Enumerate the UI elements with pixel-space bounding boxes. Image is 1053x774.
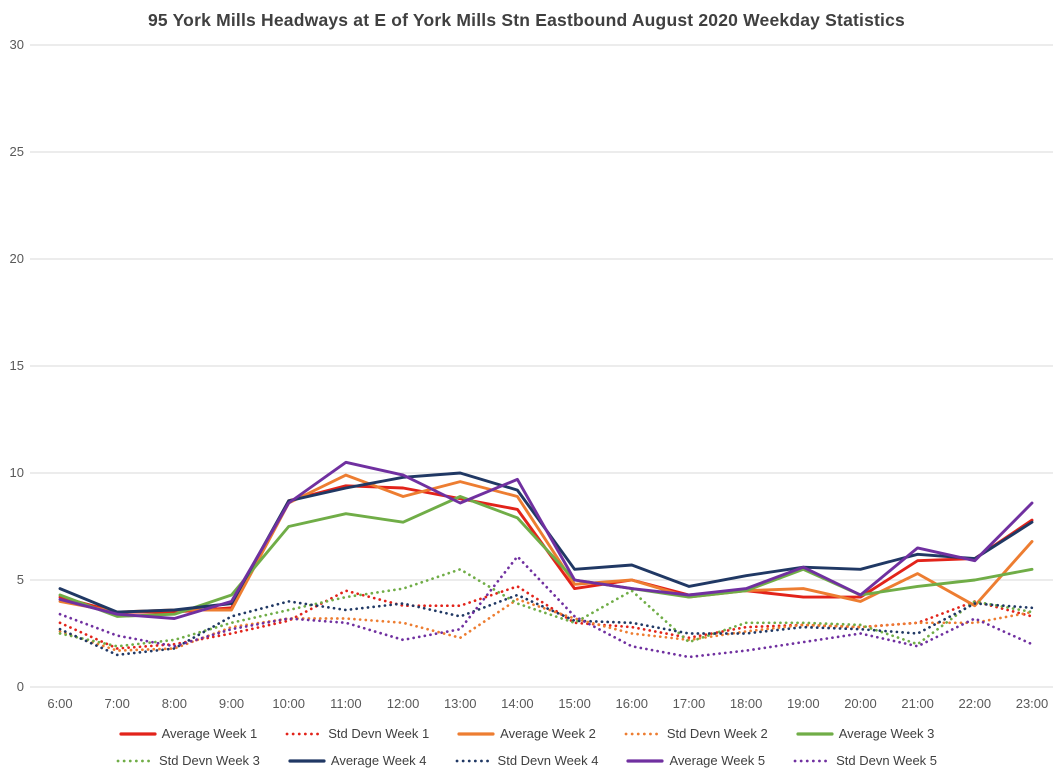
legend-solid-line-icon (457, 731, 495, 736)
legend-item-average-week-2: Average Week 2 (457, 726, 596, 741)
x-tick-label: 13:00 (444, 696, 477, 711)
legend-label: Average Week 2 (500, 726, 596, 741)
y-tick-label: 15 (10, 358, 24, 373)
series-line-average-week-3 (58, 495, 1034, 618)
legend-item-std-devn-week-2: Std Devn Week 2 (624, 726, 768, 741)
legend-solid-line-icon (796, 731, 834, 736)
legend-row: Average Week 1 Std Devn Week 1 Average Wee… (0, 720, 1053, 747)
legend-item-std-devn-week-3: Std Devn Week 3 (116, 753, 260, 768)
legend-label: Std Devn Week 5 (836, 753, 938, 768)
legend-item-average-week-5: Average Week 5 (626, 753, 765, 768)
x-tick-label: 18:00 (730, 696, 763, 711)
x-tick-label: 10:00 (272, 696, 305, 711)
legend-row: Std Devn Week 3 Average Week 4 Std Devn We… (0, 747, 1053, 774)
x-tick-label: 23:00 (1016, 696, 1049, 711)
x-tick-label: 21:00 (901, 696, 934, 711)
legend-item-std-devn-week-4: Std Devn Week 4 (455, 753, 599, 768)
legend-dotted-line-icon (455, 759, 492, 762)
legend-label: Average Week 4 (330, 753, 427, 768)
x-tick-label: 22:00 (959, 696, 992, 711)
x-tick-label: 19:00 (787, 696, 820, 711)
legend-item-average-week-3: Average Week 3 (796, 726, 935, 741)
series-line-std-devn-week-3 (58, 567, 1034, 648)
legend-dotted-line-icon (116, 759, 154, 762)
legend-label: Std Devn Week 1 (328, 726, 430, 741)
chart-title: 95 York Mills Headways at E of York Mill… (148, 10, 905, 30)
legend-item-std-devn-week-1: Std Devn Week 1 (285, 726, 429, 741)
legend-item-average-week-1: Average Week 1 (119, 726, 258, 741)
legend-label: Std Devn Week 4 (497, 753, 599, 768)
legend-solid-line-icon (626, 758, 665, 763)
x-tick-label: 11:00 (330, 696, 362, 711)
y-tick-label: 5 (17, 572, 24, 587)
series-line-average-week-5 (58, 460, 1034, 620)
legend-dotted-line-icon (624, 732, 662, 735)
x-tick-label: 20:00 (844, 696, 877, 711)
x-tick-label: 14:00 (501, 696, 534, 711)
legend-solid-line-icon (119, 731, 157, 736)
x-tick-label: 9:00 (219, 696, 244, 711)
legend-label: Std Devn Week 3 (158, 753, 260, 768)
legend-label: Average Week 3 (838, 726, 935, 741)
y-tick-label: 10 (10, 465, 24, 480)
x-tick-label: 17:00 (673, 696, 706, 711)
x-tick-label: 12:00 (387, 696, 420, 711)
legend-label: Average Week 5 (669, 753, 766, 768)
legend-label: Average Week 1 (161, 726, 258, 741)
chart-legend: Average Week 1 Std Devn Week 1 Average Wee… (0, 720, 1053, 774)
x-tick-label: 8:00 (162, 696, 187, 711)
y-tick-label: 30 (10, 37, 24, 52)
legend-label: Std Devn Week 2 (666, 726, 768, 741)
x-tick-label: 15:00 (558, 696, 591, 711)
series-line-std-devn-week-2 (58, 597, 1034, 652)
y-tick-label: 20 (10, 251, 24, 266)
y-tick-label: 0 (17, 679, 24, 694)
x-tick-label: 7:00 (105, 696, 130, 711)
legend-dotted-line-icon (793, 759, 831, 762)
series-line-average-week-2 (58, 473, 1034, 614)
legend-solid-line-icon (288, 758, 326, 763)
series-line-std-devn-week-1 (58, 585, 1034, 650)
legend-dotted-line-icon (285, 732, 323, 735)
x-tick-label: 6:00 (47, 696, 72, 711)
x-tick-label: 16:00 (615, 696, 648, 711)
legend-item-average-week-4: Average Week 4 (288, 753, 427, 768)
series-line-std-devn-week-5 (58, 555, 1034, 659)
legend-item-std-devn-week-5: Std Devn Week 5 (793, 753, 937, 768)
y-tick-label: 25 (10, 144, 24, 159)
chart-canvas: 0 5 10 15 20 25 30 6:00 7:00 8:00 9:00 10:00 11:00 12… (10, 37, 1053, 711)
